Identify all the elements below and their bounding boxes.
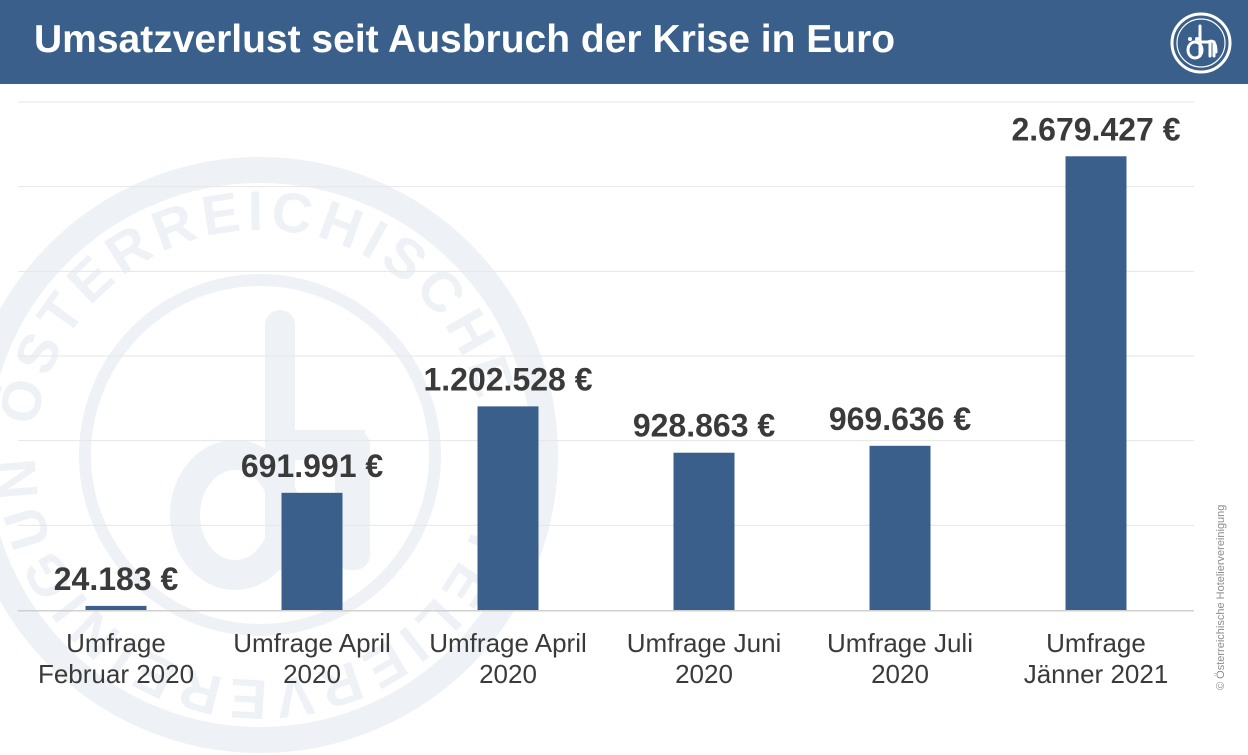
gridlines — [18, 101, 1194, 526]
bar — [673, 452, 735, 610]
bar — [869, 445, 931, 610]
value-label: 969.636 € — [829, 401, 972, 437]
page-title: Umsatzverlust seit Ausbruch der Krise in… — [34, 18, 896, 61]
bar-chart: 24.183 € 691.991 € 1.202.528 € 928.863 € 969… — [18, 101, 1194, 689]
bar — [477, 406, 539, 610]
value-label: 2.679.427 € — [1011, 111, 1180, 147]
bar — [1065, 156, 1127, 610]
bar — [281, 492, 343, 610]
value-label: 928.863 € — [633, 408, 776, 444]
bars — [85, 156, 1127, 610]
category-label: Umfrage Juni 2020 — [627, 628, 782, 689]
category-labels: Umfrage Februar 2020 Umfrage April 2020 Umfr… — [38, 628, 1168, 689]
value-labels: 24.183 € 691.991 € 1.202.528 € 928.863 € 969… — [54, 111, 1181, 597]
category-label: Umfrage Juli 2020 — [827, 628, 973, 689]
category-label: Umfrage April 2020 — [233, 628, 391, 689]
category-label: Umfrage April 2020 — [429, 628, 587, 689]
copyright-text: © Österreichische Hoteliervereinigung — [1215, 504, 1227, 690]
value-label: 24.183 € — [54, 561, 179, 597]
category-label: Umfrage Februar 2020 — [38, 628, 194, 689]
oehv-logo-icon — [1170, 12, 1232, 74]
category-label: Umfrage Jänner 2021 — [1024, 628, 1169, 689]
header-bar: Umsatzverlust seit Ausbruch der Krise in… — [0, 0, 1248, 84]
value-label: 691.991 € — [241, 448, 384, 484]
bar — [85, 605, 147, 610]
value-label: 1.202.528 € — [423, 361, 592, 397]
